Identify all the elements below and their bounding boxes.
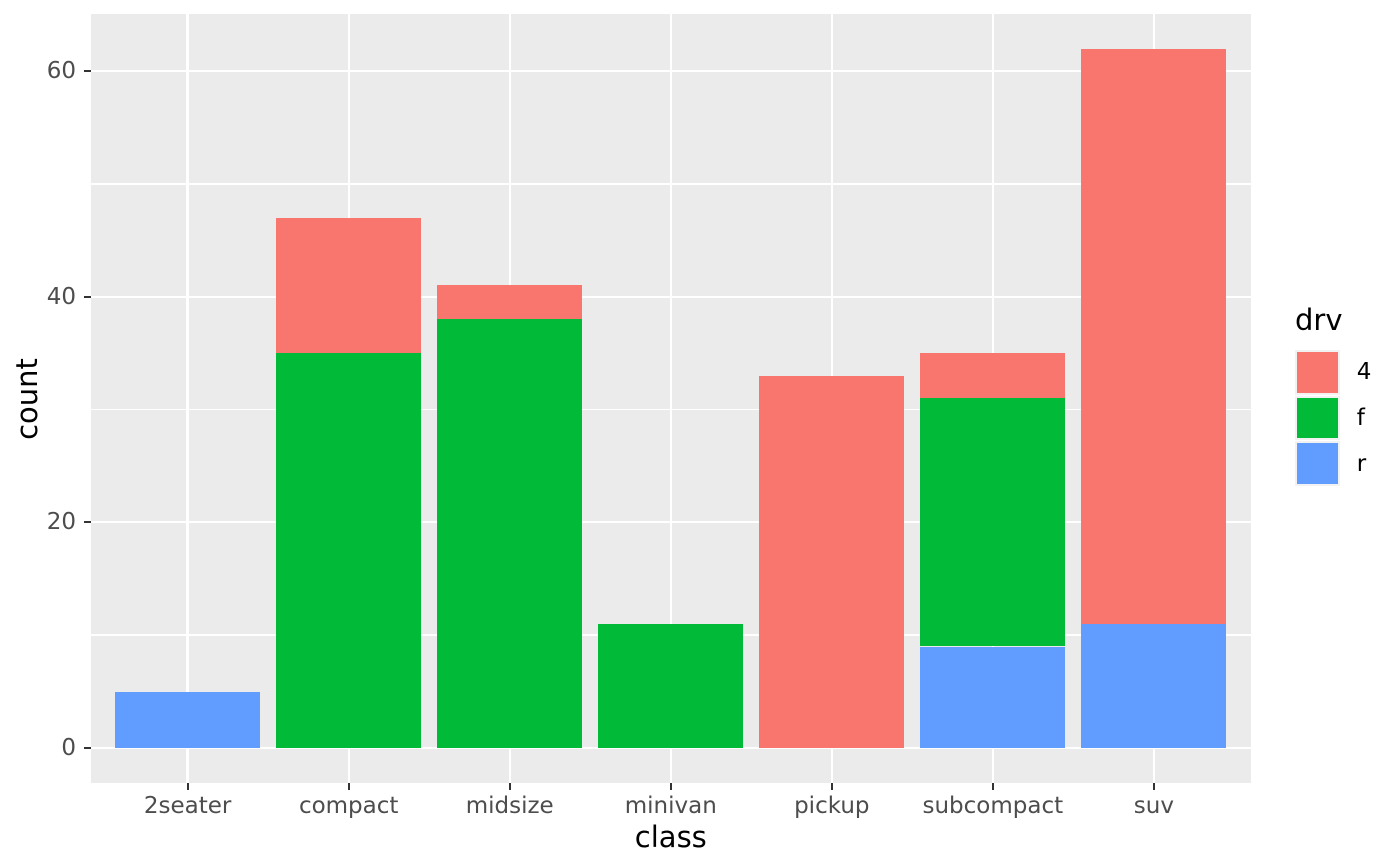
legend-key-4 xyxy=(1295,350,1340,395)
x-major-gridline xyxy=(669,14,672,783)
x-tick-mark xyxy=(186,783,189,790)
plot-panel xyxy=(91,14,1251,783)
y-tick-label: 60 xyxy=(46,58,76,84)
bar-segment-suv-r xyxy=(1081,623,1227,748)
y-tick-mark xyxy=(84,295,91,298)
x-tick-mark xyxy=(830,783,833,790)
y-tick-label: 40 xyxy=(46,283,76,310)
y-tick-label: 0 xyxy=(61,735,76,761)
x-tick-mark xyxy=(508,783,511,790)
x-axis-title: class xyxy=(634,820,707,854)
legend-title: drv xyxy=(1295,303,1343,337)
bar-segment-suv-4 xyxy=(1081,48,1227,624)
y-axis-title: count xyxy=(10,357,44,440)
x-tick-label: 2seater xyxy=(143,793,232,819)
bar-segment-midsize-4 xyxy=(437,285,583,320)
legend-key-r xyxy=(1295,441,1340,487)
bar-segment-compact-4 xyxy=(276,217,422,354)
y-tick-mark xyxy=(84,70,91,72)
x-tick-label: midsize xyxy=(465,793,554,819)
bar-segment-2seater-r xyxy=(115,691,261,748)
legend-label-r: r xyxy=(1356,450,1367,477)
y-tick-label: 20 xyxy=(46,509,76,536)
bar-segment-subcompact-4 xyxy=(920,353,1066,399)
legend-key-f xyxy=(1295,395,1340,441)
x-tick-label: subcompact xyxy=(922,793,1064,819)
bar-segment-pickup-4 xyxy=(759,375,905,748)
legend-label-4: 4 xyxy=(1356,359,1372,386)
y-tick-mark xyxy=(84,521,91,524)
x-tick-mark xyxy=(1152,783,1155,790)
y-tick-mark xyxy=(84,747,91,749)
x-tick-mark xyxy=(991,783,994,790)
x-tick-mark xyxy=(669,783,672,790)
bar-segment-subcompact-r xyxy=(920,646,1066,748)
bar-segment-compact-f xyxy=(276,353,422,748)
legend-label-f: f xyxy=(1356,405,1365,432)
bar-segment-midsize-f xyxy=(437,319,583,748)
x-tick-label: minivan xyxy=(624,793,717,819)
legend-swatch-f xyxy=(1297,397,1338,439)
legend-swatch-r xyxy=(1297,443,1338,485)
x-tick-mark xyxy=(347,783,350,790)
legend-swatch-4 xyxy=(1297,352,1338,393)
bar-segment-minivan-f xyxy=(598,623,744,748)
x-tick-label: compact xyxy=(298,793,399,819)
x-tick-label: suv xyxy=(1133,793,1174,819)
x-major-gridline xyxy=(186,14,189,783)
x-tick-label: pickup xyxy=(794,793,870,819)
bar-segment-subcompact-f xyxy=(920,398,1066,647)
